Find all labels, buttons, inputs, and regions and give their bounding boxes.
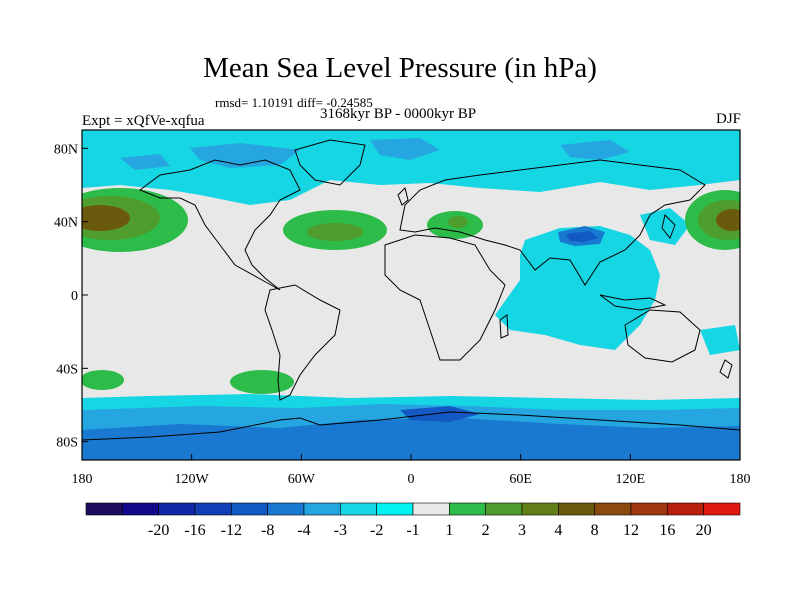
colorbar-swatch [667, 502, 704, 516]
mediterranean-high-inner [448, 216, 468, 228]
map-title: Mean Sea Level Pressure (in hPa) [203, 52, 597, 84]
lat-tick-label: 80N [54, 142, 78, 157]
madagascar-coast [499, 314, 509, 339]
atlantic-high-inner [307, 223, 363, 241]
arctic-blue-patch [560, 140, 630, 160]
colorbar [85, 502, 741, 516]
colorbar-swatch [231, 502, 268, 516]
lat-tick-label: 80S [56, 436, 78, 451]
colorbar-swatch [158, 502, 196, 516]
south-pacific-high [82, 370, 124, 390]
west-pacific-cyan [640, 208, 690, 245]
west-pacific-high-core [716, 209, 740, 231]
colorbar-label: 2 [482, 522, 490, 539]
colorbar-label: -16 [184, 522, 205, 539]
africa-coast [384, 234, 506, 361]
colorbar-swatch [703, 502, 741, 516]
colorbar-swatch [122, 502, 159, 516]
season-label: DJF [715, 111, 741, 127]
japan-coast [661, 214, 676, 239]
colorbar-label: 20 [696, 522, 712, 539]
colorbar-swatch [521, 502, 559, 516]
colorbar-swatch [340, 502, 377, 516]
new-zealand-coast [719, 359, 733, 379]
lon-tick-label: 0 [408, 472, 415, 487]
colorbar-swatch [194, 502, 232, 516]
lon-tick-label: 60E [509, 472, 532, 487]
arctic-blue-patch [370, 138, 440, 160]
north-pacific-high-core [82, 205, 130, 231]
antarctica-coast [82, 411, 740, 441]
colorbar-label: 4 [554, 522, 562, 539]
colorbar-label: 1 [445, 522, 453, 539]
indonesia-coast [599, 294, 667, 311]
colorbar-swatch [303, 502, 341, 516]
colorbar-label: -20 [148, 522, 169, 539]
arctic-blue-patch [120, 154, 170, 170]
period-label: 3168kyr BP - 0000kyr BP [320, 106, 477, 122]
colorbar-swatch [267, 502, 305, 516]
lon-tick-label: 180 [72, 472, 93, 487]
colorbar-labels: -20 -16 -12 -8 -4 -3 -2 -1 1 2 3 4 8 12 16 20 [148, 522, 712, 539]
north-america-coast [138, 159, 301, 291]
southern-ocean-blue [82, 418, 740, 460]
pressure-field [82, 130, 740, 460]
colorbar-swatch [376, 502, 414, 516]
west-pacific-cyan [700, 325, 740, 355]
coastlines [82, 139, 740, 441]
colorbar-label: -8 [261, 522, 274, 539]
colorbar-swatch [85, 502, 123, 516]
colorbar-label: 3 [518, 522, 526, 539]
lon-tick-label: 180 [730, 472, 751, 487]
lat-tick-label: 0 [71, 289, 78, 304]
colorbar-label: 8 [591, 522, 599, 539]
longitude-axis: 180 120W 60W 0 60E 120E 180 [72, 454, 751, 487]
tibet-dark-patch [566, 231, 598, 242]
colorbar-swatch [412, 502, 450, 516]
greenland-coast [294, 139, 366, 186]
lon-tick-label: 120E [616, 472, 646, 487]
colorbar-label: -2 [370, 522, 383, 539]
southern-ocean-dark-blue [400, 406, 480, 422]
colorbar-label: -12 [221, 522, 242, 539]
lat-tick-label: 40S [56, 362, 78, 377]
colorbar-label: 12 [623, 522, 639, 539]
colorbar-label: -3 [334, 522, 347, 539]
britain-coast [397, 187, 409, 206]
colorbar-label: 16 [659, 522, 675, 539]
stats-label: rmsd= 1.10191 diff= -0.24585 [215, 95, 373, 110]
experiment-label: Expt = xQfVe-xqfua [82, 113, 205, 129]
colorbar-label: -4 [297, 522, 310, 539]
lat-tick-label: 40N [54, 216, 78, 231]
indian-ocean-anomaly [495, 226, 660, 350]
colorbar-swatch [485, 502, 523, 516]
south-america-coast [264, 284, 341, 401]
colorbar-swatch [630, 502, 668, 516]
colorbar-swatch [558, 502, 595, 516]
arctic-blue-patch [190, 143, 300, 168]
colorbar-swatch [594, 502, 632, 516]
lon-tick-label: 60W [288, 472, 316, 487]
colorbar-swatch [449, 502, 486, 516]
lon-tick-label: 120W [175, 472, 210, 487]
australia-coast [624, 309, 701, 363]
colorbar-label: -1 [406, 522, 419, 539]
south-atlantic-high [230, 370, 294, 394]
latitude-axis: 80N 40N 0 40S 80S [54, 142, 88, 451]
eurasia-coast [399, 159, 706, 286]
